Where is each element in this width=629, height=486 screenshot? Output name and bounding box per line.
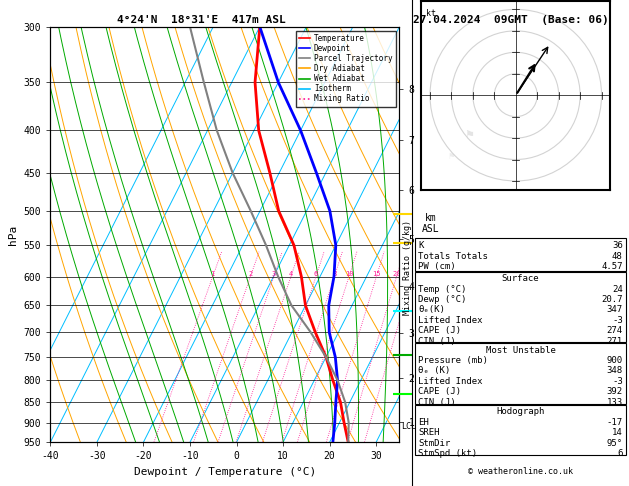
Text: CAPE (J): CAPE (J) <box>418 327 461 335</box>
Text: SREH: SREH <box>418 428 440 437</box>
X-axis label: Dewpoint / Temperature (°C): Dewpoint / Temperature (°C) <box>134 467 316 477</box>
Text: 271: 271 <box>606 337 623 346</box>
Text: 4.57: 4.57 <box>601 262 623 271</box>
Text: 24: 24 <box>612 284 623 294</box>
Text: 3: 3 <box>272 271 276 277</box>
Text: © weatheronline.co.uk: © weatheronline.co.uk <box>468 467 573 476</box>
Legend: Temperature, Dewpoint, Parcel Trajectory, Dry Adiabat, Wet Adiabat, Isotherm, Mi: Temperature, Dewpoint, Parcel Trajectory… <box>296 31 396 106</box>
Text: Lifted Index: Lifted Index <box>418 377 483 386</box>
Text: 2: 2 <box>248 271 252 277</box>
Text: Hodograph: Hodograph <box>496 407 545 417</box>
Text: 274: 274 <box>606 327 623 335</box>
Text: 347: 347 <box>606 306 623 314</box>
Text: 4°24'N  18°31'E  417m ASL: 4°24'N 18°31'E 417m ASL <box>117 15 286 25</box>
Text: EH: EH <box>418 417 429 427</box>
Text: PW (cm): PW (cm) <box>418 262 456 271</box>
Text: kt: kt <box>426 9 436 18</box>
Text: -3: -3 <box>612 377 623 386</box>
Text: Dewp (°C): Dewp (°C) <box>418 295 467 304</box>
Text: CAPE (J): CAPE (J) <box>418 387 461 397</box>
Text: 900: 900 <box>606 356 623 365</box>
Text: 1: 1 <box>211 271 215 277</box>
Text: 348: 348 <box>606 366 623 376</box>
Text: 392: 392 <box>606 387 623 397</box>
Text: -3: -3 <box>612 316 623 325</box>
Text: 27.04.2024  09GMT  (Base: 06): 27.04.2024 09GMT (Base: 06) <box>413 15 609 25</box>
Text: -17: -17 <box>606 417 623 427</box>
Text: Totals Totals: Totals Totals <box>418 252 488 260</box>
Text: 133: 133 <box>606 398 623 407</box>
Text: CIN (J): CIN (J) <box>418 398 456 407</box>
Text: Most Unstable: Most Unstable <box>486 346 555 355</box>
Text: θₑ (K): θₑ (K) <box>418 366 450 376</box>
Text: Lifted Index: Lifted Index <box>418 316 483 325</box>
Text: CIN (J): CIN (J) <box>418 337 456 346</box>
Text: 4: 4 <box>289 271 293 277</box>
Text: ⚑: ⚑ <box>447 153 455 161</box>
Text: 48: 48 <box>612 252 623 260</box>
Text: Surface: Surface <box>502 274 539 283</box>
Text: 10: 10 <box>345 271 353 277</box>
Text: 14: 14 <box>612 428 623 437</box>
Text: Mixing Ratio (g/kg): Mixing Ratio (g/kg) <box>403 220 411 315</box>
Text: ⚑: ⚑ <box>464 130 474 140</box>
Text: K: K <box>418 241 424 250</box>
Text: 6: 6 <box>617 449 623 458</box>
Y-axis label: km
ASL: km ASL <box>422 213 440 235</box>
Text: 8: 8 <box>332 271 337 277</box>
Text: StmSpd (kt): StmSpd (kt) <box>418 449 477 458</box>
Text: 15: 15 <box>372 271 381 277</box>
Text: 36: 36 <box>612 241 623 250</box>
Text: 6: 6 <box>314 271 318 277</box>
Text: StmDir: StmDir <box>418 438 450 448</box>
Text: Pressure (mb): Pressure (mb) <box>418 356 488 365</box>
Y-axis label: hPa: hPa <box>8 225 18 244</box>
Text: 20: 20 <box>392 271 401 277</box>
Text: θₑ(K): θₑ(K) <box>418 306 445 314</box>
Text: Temp (°C): Temp (°C) <box>418 284 467 294</box>
Text: 20.7: 20.7 <box>601 295 623 304</box>
Text: LCL: LCL <box>401 422 416 431</box>
Text: 95°: 95° <box>606 438 623 448</box>
